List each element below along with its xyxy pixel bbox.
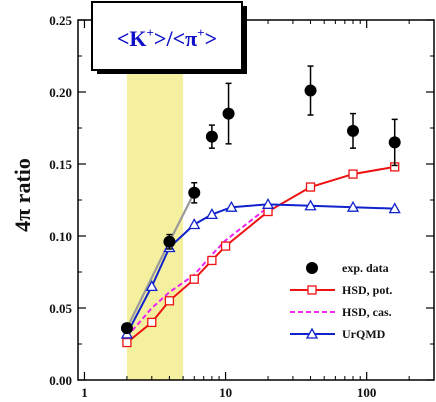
hsd-pot-marker [164, 296, 175, 306]
title-part-close: > [205, 26, 218, 51]
series-line-urqmd [126, 203, 395, 335]
y-tick-label: 0.15 [49, 157, 72, 172]
exp-data-point [222, 107, 235, 120]
exp-data-point [120, 322, 133, 335]
urqmd-marker [188, 218, 201, 230]
legend-triangle-marker [305, 327, 319, 339]
series-line-hsd-pot- [126, 165, 395, 344]
hsd-pot-marker [220, 241, 231, 251]
hsd-pot-marker [147, 317, 157, 328]
hsd-pot-marker [189, 274, 199, 284]
title-part-mid: >/<π [154, 26, 197, 51]
title-part-open: <K [117, 26, 147, 51]
urqmd-marker [304, 199, 317, 211]
y-tick-label: 0.00 [49, 373, 72, 388]
y-axis-label: 4π ratio [10, 158, 35, 232]
hsd-pot-marker [305, 182, 316, 192]
exp-data-point [388, 136, 401, 149]
x-tick-label: 1 [81, 385, 88, 400]
hsd-pot-marker [348, 169, 358, 179]
legend-label: HSD, pot. [342, 283, 392, 297]
x-tick-label: 10 [219, 385, 232, 400]
urqmd-marker [346, 200, 360, 212]
legend-label: UrQMD [342, 327, 386, 341]
x-tick-label: 100 [357, 385, 377, 400]
chart-title: <K+>/<π+> [117, 25, 217, 51]
y-tick-label: 0.25 [49, 13, 72, 28]
title-frame [91, 1, 243, 71]
urqmd-marker [205, 208, 218, 220]
marker-layer [120, 65, 401, 348]
title-sup-2: + [197, 25, 204, 40]
chart-title-box: <K+>/<π+> [91, 1, 247, 74]
legend-label: exp. data [342, 261, 389, 275]
exp-data-point [304, 84, 317, 97]
exp-data-point [188, 186, 201, 199]
y-tick-label: 0.20 [49, 85, 72, 100]
title-sup-1: + [147, 25, 154, 40]
hsd-pot-marker [122, 337, 132, 348]
axes-layer: 0.00 0.05 0.10 0.15 0.20 0.25 1 10 100 [49, 13, 435, 400]
exp-data-point [346, 124, 359, 137]
urqmd-marker [261, 197, 275, 209]
legend-square-marker [307, 285, 317, 295]
urqmd-marker [145, 280, 158, 292]
exp-data-point [205, 130, 218, 143]
legend: exp. data HSD, pot. HSD, cas. UrQMD [290, 261, 392, 341]
exp-data-point [163, 235, 176, 248]
legend-swatch-exp-data [306, 262, 318, 274]
legend-label: HSD, cas. [342, 305, 392, 319]
y-tick-label: 0.10 [49, 229, 72, 244]
urqmd-marker [225, 200, 238, 212]
urqmd-marker [388, 202, 401, 214]
hsd-pot-marker [207, 255, 217, 266]
y-tick-label: 0.05 [49, 301, 72, 316]
